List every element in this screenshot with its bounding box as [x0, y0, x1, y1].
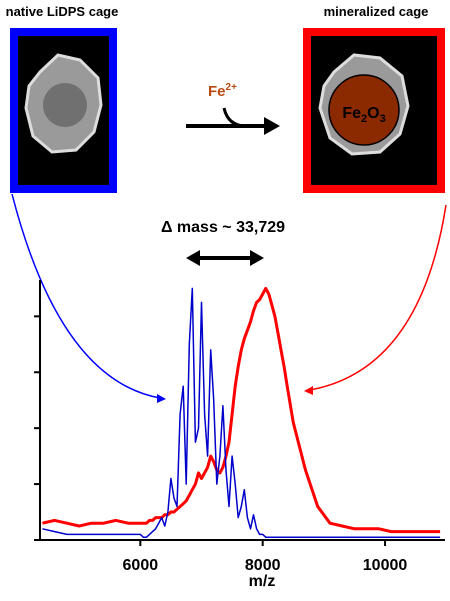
red-connector	[309, 204, 447, 391]
reactant-part: Fe	[208, 83, 226, 100]
reactant-label: Fe2+	[208, 82, 237, 100]
reactant-arrow-curve	[222, 107, 247, 128]
right-title: mineralized cage	[324, 4, 429, 19]
x-tick-label: 10000	[363, 557, 408, 574]
product-label: Fe2O3	[342, 105, 385, 125]
cage-cavity	[43, 83, 87, 127]
iron-oxide-core	[328, 74, 400, 146]
arrow-head	[264, 117, 280, 135]
spectrum-line	[42, 286, 441, 534]
plot: 6000 8000 10000	[34, 280, 445, 574]
arrow-head	[186, 250, 200, 266]
product-part: O	[367, 105, 379, 122]
product-part: Fe	[342, 105, 361, 122]
product-part: 2	[361, 113, 367, 125]
arrow-head	[304, 386, 313, 395]
delta-mass: Δ mass ~ 33,729	[161, 219, 285, 236]
x-axis-label: m/z	[249, 573, 276, 590]
product-part: 3	[380, 113, 386, 125]
spectrum-line	[42, 287, 441, 538]
left-title: native LiDPS cage	[6, 4, 119, 19]
arrow-head	[250, 250, 264, 266]
x-tick-label: 6000	[123, 557, 159, 574]
arrow-head	[157, 394, 166, 403]
reactant-part: 2+	[226, 82, 238, 93]
x-tick-label: 8000	[245, 557, 281, 574]
blue-connector	[11, 193, 161, 399]
